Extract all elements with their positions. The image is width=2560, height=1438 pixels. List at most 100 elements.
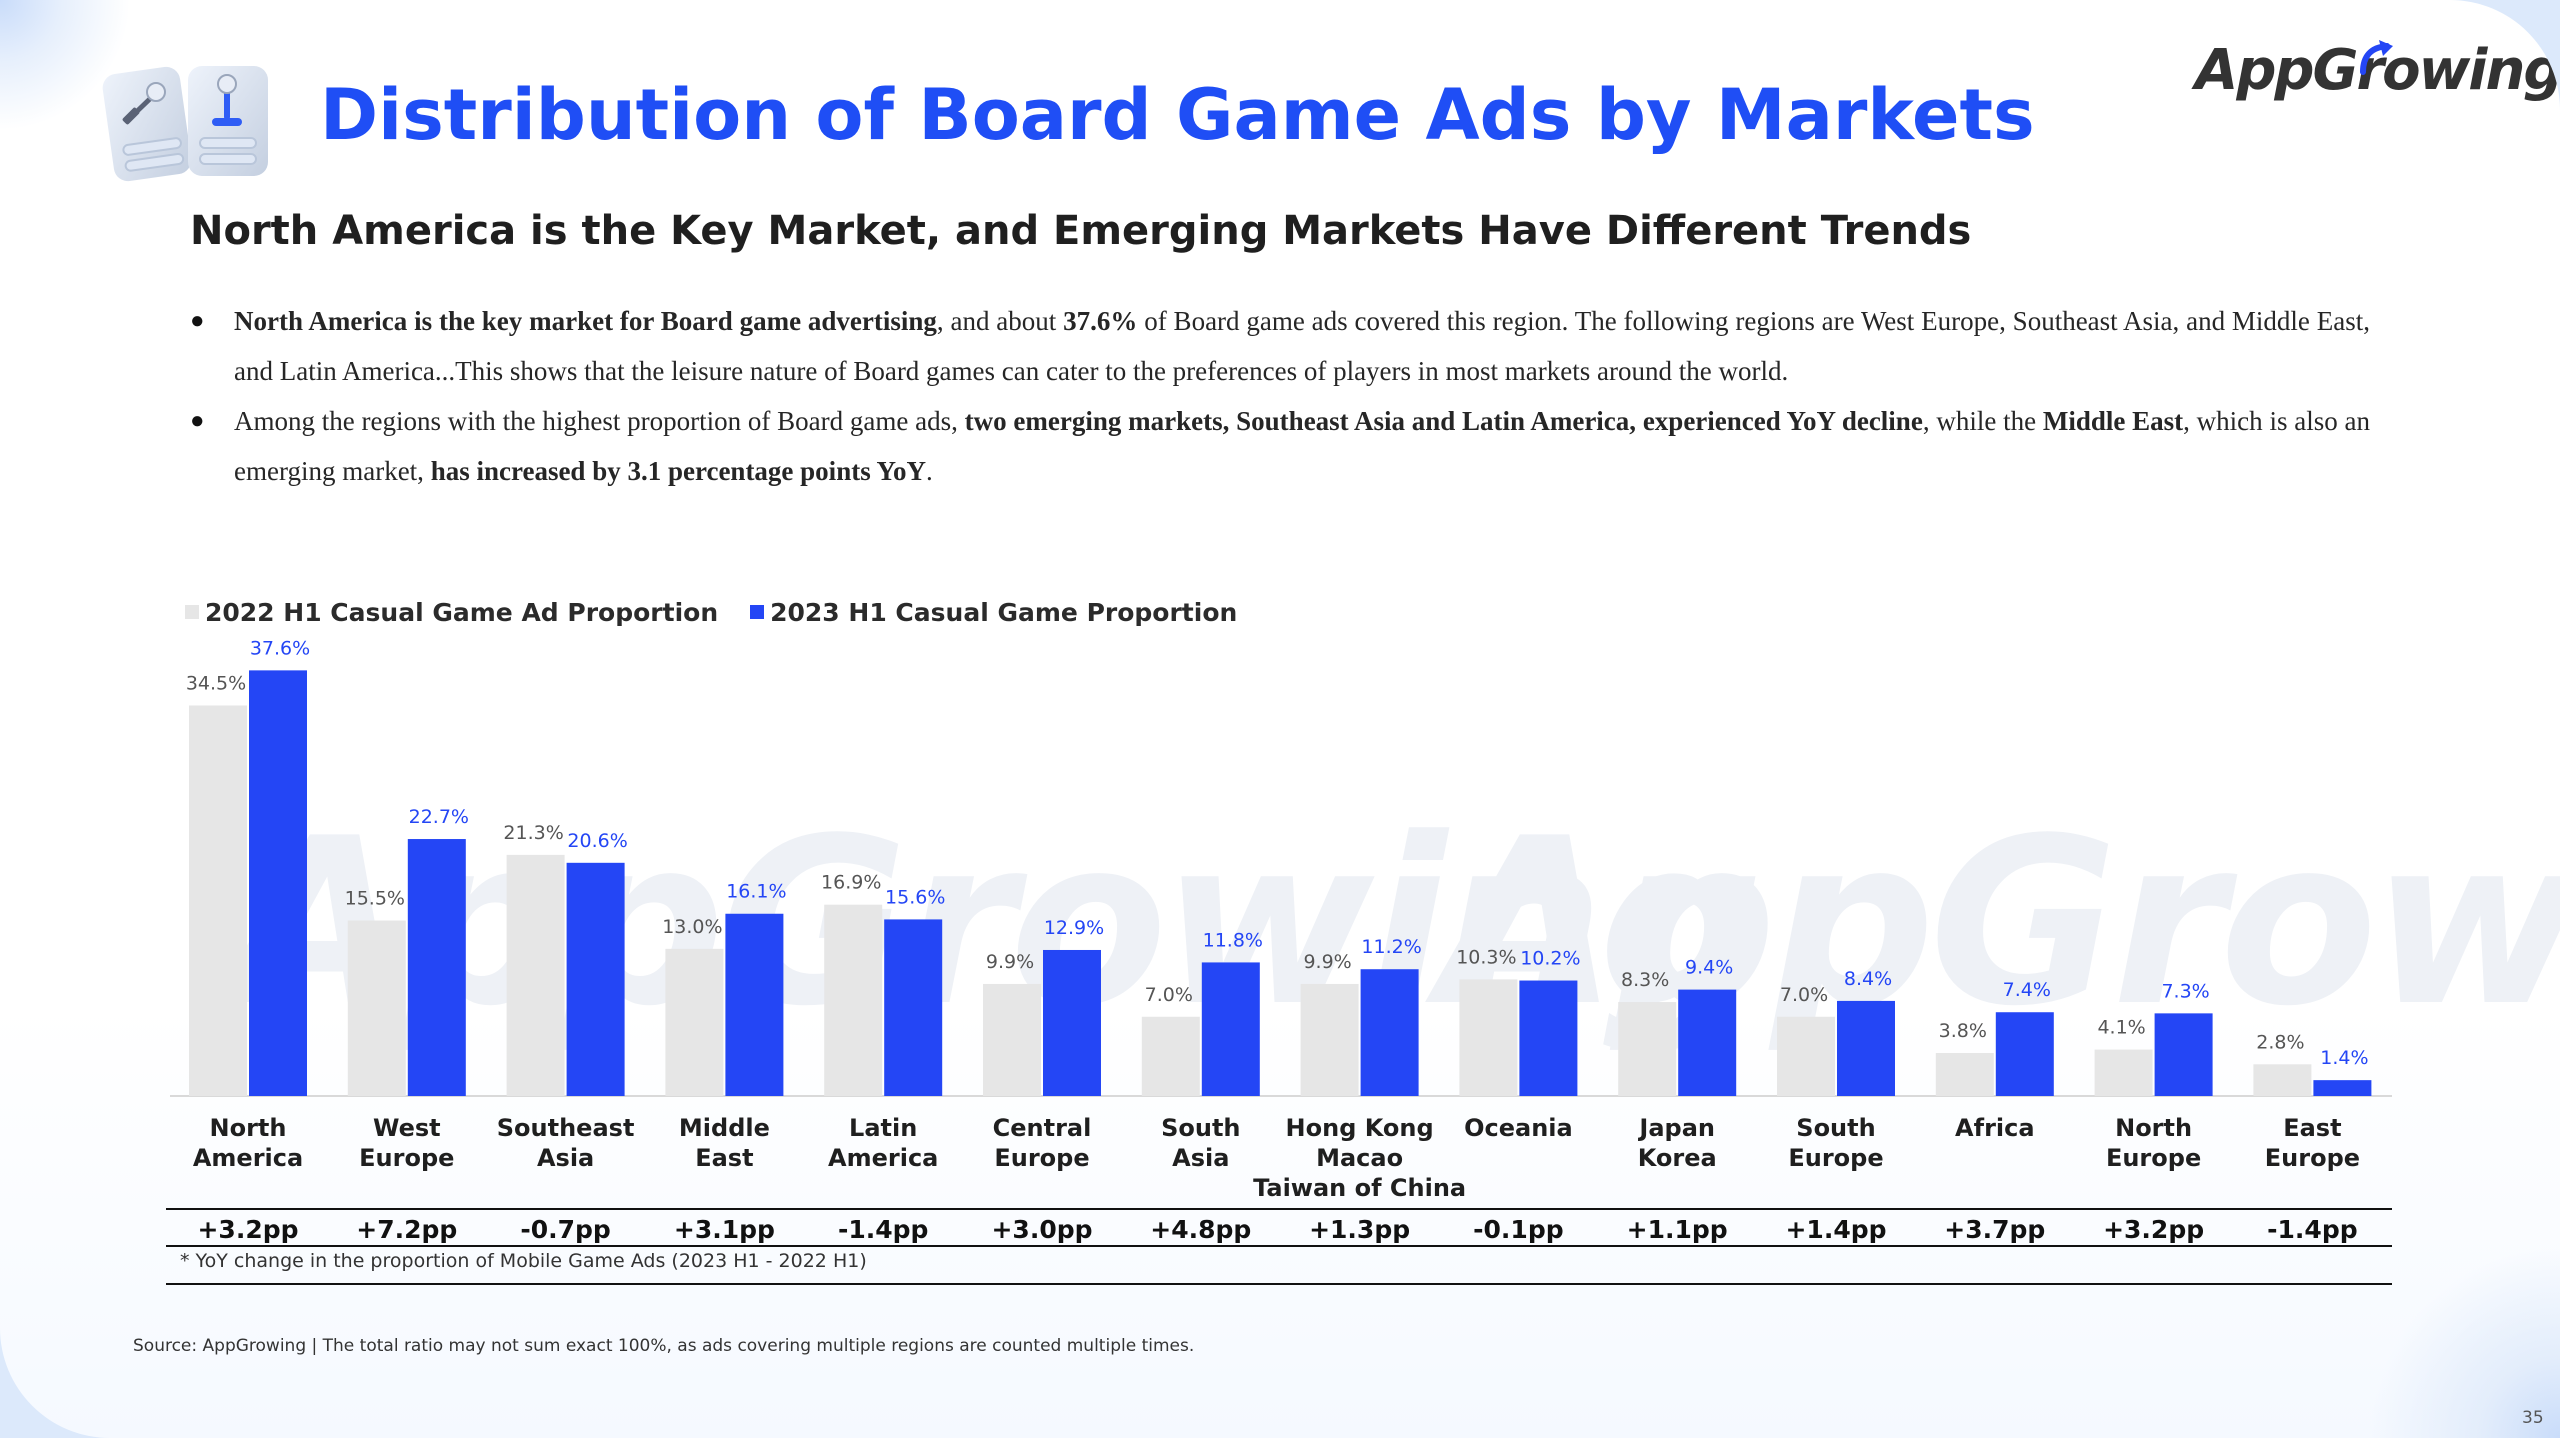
bullet-text: has increased by 3.1 percentage points Y… <box>430 456 926 486</box>
bar-2023 <box>1043 949 1101 1096</box>
data-label-2023: 20.6% <box>567 830 627 852</box>
data-label-2022: 2.8% <box>2256 1031 2304 1053</box>
bar-2023 <box>1360 969 1419 1096</box>
bullet-text: , which is also an emerging market, <box>234 406 2370 486</box>
data-label-2022: 9.9% <box>1303 951 1351 973</box>
legend-label: 2023 H1 Casual Game Proportion <box>770 597 1238 627</box>
bullet-text: , and about <box>936 306 1064 336</box>
yoy-change-value: +1.4pp <box>1785 1215 1886 1244</box>
yoy-change-value: +1.3pp <box>1309 1215 1410 1244</box>
yoy-change-value: +7.2pp <box>356 1215 457 1244</box>
bar-2023 <box>566 862 625 1096</box>
footnote: * YoY change in the proportion of Mobile… <box>180 1250 867 1272</box>
page-title: Distribution of Board Game Ads by Market… <box>320 74 2035 156</box>
bar-2022 <box>1777 1016 1835 1096</box>
category-label: Hong Kong <box>1286 1114 1434 1142</box>
bullet-item: Among the regions with the highest propo… <box>190 396 2370 496</box>
category-label: Asia <box>1172 1144 1229 1172</box>
category-label: Taiwan of China <box>1253 1174 1466 1202</box>
bar-2023 <box>1837 1000 1895 1096</box>
bar-2022 <box>983 983 1041 1096</box>
category-label: Europe <box>994 1144 1089 1172</box>
yoy-change-value: +3.7pp <box>1944 1215 2045 1244</box>
legend-item-2023: 2023 H1 Casual Game Proportion <box>750 598 1237 627</box>
legend-item-2022: 2022 H1 Casual Game Ad Proportion <box>185 598 718 627</box>
bar-2022 <box>189 705 247 1096</box>
data-label-2023: 12.9% <box>1044 917 1104 939</box>
bullet-text: . <box>925 456 933 486</box>
category-label: North <box>2115 1114 2192 1142</box>
category-label: Oceania <box>1464 1114 1573 1142</box>
data-label-2023: 22.7% <box>409 806 469 828</box>
legend-swatch-2022 <box>185 605 199 619</box>
category-label: Japan <box>1637 1114 1715 1142</box>
data-label-2022: 34.5% <box>186 672 246 694</box>
bullet-list: North America is the key market for Boar… <box>190 296 2370 496</box>
bar-2023 <box>884 919 943 1096</box>
yoy-change-value: +3.2pp <box>197 1215 298 1244</box>
logo-arrow-icon <box>2360 40 2393 75</box>
bar-2023 <box>725 913 784 1096</box>
data-label-2023: 1.4% <box>2320 1047 2368 1069</box>
bullet-item: North America is the key market for Boar… <box>190 296 2370 396</box>
bullet-text: North America is the key market for Boar… <box>234 306 937 336</box>
data-label-2023: 15.6% <box>885 886 945 908</box>
data-label-2022: 3.8% <box>1939 1020 1987 1042</box>
bullet-text: 37.6% <box>1063 306 1138 336</box>
data-label-2022: 4.1% <box>2097 1017 2145 1039</box>
data-label-2023: 8.4% <box>1844 968 1892 990</box>
section-subtitle: North America is the Key Market, and Eme… <box>190 208 1972 254</box>
page-number: 35 <box>2522 1408 2544 1428</box>
corner-decoration-bottom-right <box>2300 1238 2560 1438</box>
bullet-text: , while the <box>1922 406 2043 436</box>
bar-2022 <box>2253 1064 2312 1096</box>
category-label: East <box>695 1144 753 1172</box>
bullet-text: Middle East <box>2042 406 2184 436</box>
data-label-2022: 16.9% <box>821 872 881 894</box>
yoy-change-value: -1.4pp <box>2267 1215 2357 1244</box>
data-label-2022: 7.0% <box>1780 984 1828 1006</box>
bar-2022 <box>347 920 406 1096</box>
data-label-2023: 11.8% <box>1203 929 1263 951</box>
source-note: Source: AppGrowing | The total ratio may… <box>133 1336 1195 1356</box>
bar-2022 <box>665 948 724 1096</box>
bar-2023 <box>1678 989 1737 1096</box>
bar-2022 <box>824 904 883 1096</box>
category-label: South <box>1796 1114 1875 1142</box>
yoy-change-value: -1.4pp <box>838 1215 928 1244</box>
data-label-2022: 7.0% <box>1145 984 1193 1006</box>
bar-2022 <box>2094 1049 2153 1096</box>
yoy-change-value: +3.1pp <box>674 1215 775 1244</box>
yoy-change-value: +3.0pp <box>991 1215 1092 1244</box>
yoy-change-value: -0.7pp <box>520 1215 610 1244</box>
data-label-2022: 15.5% <box>345 888 405 910</box>
category-label: Asia <box>537 1144 594 1172</box>
category-label: Europe <box>2265 1144 2360 1172</box>
yoy-change-value: +1.1pp <box>1627 1215 1728 1244</box>
data-label-2023: 7.3% <box>2161 980 2209 1002</box>
data-label-2023: 9.4% <box>1685 957 1733 979</box>
category-label: Macao <box>1316 1144 1403 1172</box>
yoy-change-value: +3.2pp <box>2103 1215 2204 1244</box>
appgrowing-logo: AppGrowing <box>2195 38 2560 128</box>
board-game-icon <box>102 66 268 182</box>
data-label-2023: 11.2% <box>1361 936 1421 958</box>
data-label-2022: 21.3% <box>503 822 563 844</box>
category-label: Africa <box>1955 1114 2035 1142</box>
category-label: Latin <box>849 1114 917 1142</box>
data-label-2023: 37.6% <box>250 637 310 659</box>
yoy-change-value: +4.8pp <box>1150 1215 1251 1244</box>
category-label: Korea <box>1638 1144 1717 1172</box>
bar-2022 <box>506 854 565 1096</box>
legend-swatch-2023 <box>750 605 765 619</box>
bar-2023 <box>1201 962 1260 1096</box>
category-label: Middle <box>679 1114 770 1142</box>
category-label: Europe <box>359 1144 454 1172</box>
bar-2023 <box>249 670 307 1096</box>
data-label-2022: 13.0% <box>662 916 722 938</box>
category-label: Southeast <box>497 1114 635 1142</box>
data-label-2022: 9.9% <box>986 951 1034 973</box>
bar-2023 <box>1519 980 1578 1096</box>
